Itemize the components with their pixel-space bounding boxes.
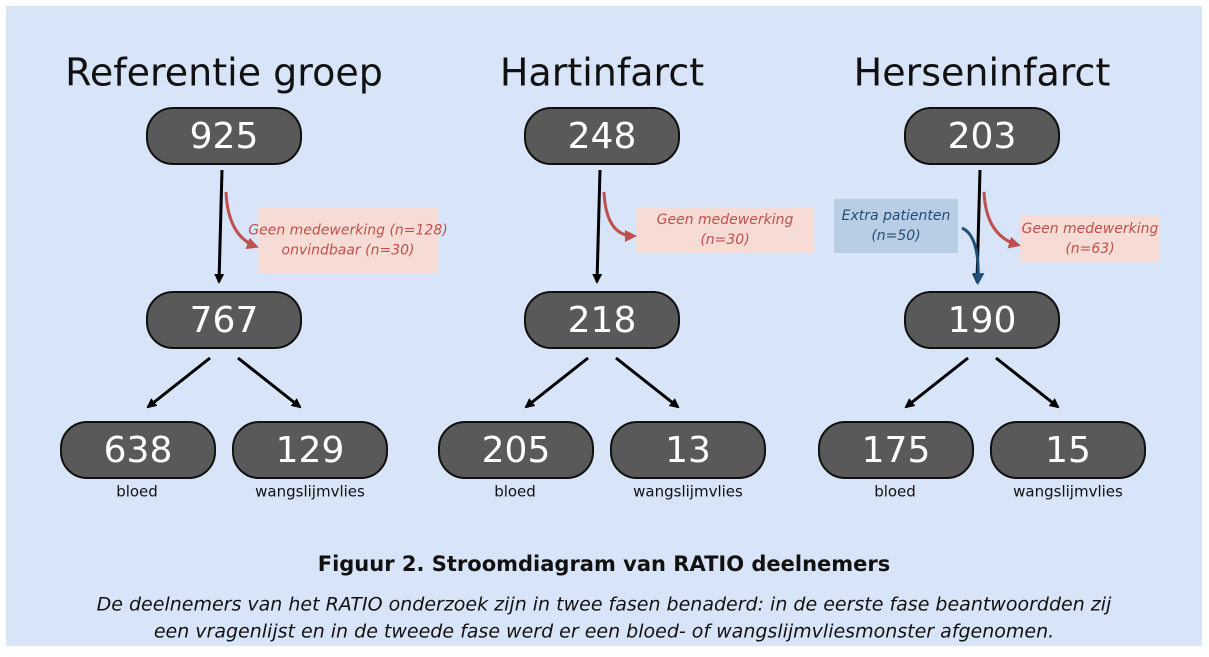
bottom-value: 638 bbox=[104, 430, 173, 471]
bottom-box bbox=[60, 421, 216, 479]
extra-text: (n=50) bbox=[871, 228, 920, 244]
exclusion-box bbox=[258, 208, 438, 273]
arrow bbox=[237, 356, 302, 409]
top-value: 203 bbox=[948, 116, 1017, 157]
arrow bbox=[214, 169, 225, 284]
arrow bbox=[904, 356, 969, 409]
bottom-label: bloed bbox=[494, 483, 536, 501]
exclusion-arrow bbox=[602, 191, 637, 242]
middle-box bbox=[146, 291, 302, 349]
exclusion-text: Geen medewerking bbox=[657, 212, 794, 228]
top-box bbox=[524, 107, 680, 165]
extra-text: Extra patienten bbox=[842, 208, 951, 224]
caption-line: De deelnemers van het RATIO onderzoek zi… bbox=[97, 594, 1112, 616]
top-value: 248 bbox=[568, 116, 637, 157]
exclusion-box bbox=[1020, 216, 1160, 262]
exclusion-text: (n=63) bbox=[1065, 241, 1114, 257]
arrow bbox=[995, 356, 1060, 409]
column-title: Referentie groep bbox=[65, 51, 383, 95]
bottom-value: 175 bbox=[862, 430, 931, 471]
arrow bbox=[146, 356, 211, 409]
caption-line: een vragenlijst en in de tweede fase wer… bbox=[154, 621, 1054, 643]
bottom-box bbox=[232, 421, 388, 479]
top-box bbox=[146, 107, 302, 165]
middle-value: 190 bbox=[948, 300, 1017, 341]
caption-title: Figuur 2. Stroomdiagram van RATIO deelne… bbox=[318, 552, 891, 576]
bottom-label: wangslijmvlies bbox=[633, 483, 743, 501]
middle-box bbox=[524, 291, 680, 349]
bottom-value: 129 bbox=[276, 430, 345, 471]
extra-arrow bbox=[961, 226, 985, 285]
middle-value: 218 bbox=[568, 300, 637, 341]
exclusion-box bbox=[636, 207, 814, 253]
exclusion-text: Geen medewerking (n=128) bbox=[248, 223, 447, 239]
top-box bbox=[904, 107, 1060, 165]
bottom-label: wangslijmvlies bbox=[255, 483, 365, 501]
exclusion-text: onvindbaar (n=30) bbox=[282, 243, 415, 259]
bottom-box bbox=[818, 421, 974, 479]
exclusion-arrow bbox=[982, 191, 1021, 249]
exclusion-text: (n=30) bbox=[700, 232, 749, 248]
bottom-label: wangslijmvlies bbox=[1013, 483, 1123, 501]
top-value: 925 bbox=[190, 116, 259, 157]
arrow bbox=[524, 356, 589, 409]
bottom-value: 13 bbox=[665, 430, 711, 471]
exclusion-text: Geen medewerking bbox=[1022, 221, 1159, 237]
bottom-box bbox=[610, 421, 766, 479]
extra-box bbox=[834, 199, 958, 253]
middle-value: 767 bbox=[190, 300, 259, 341]
bottom-value: 15 bbox=[1045, 430, 1091, 471]
middle-box bbox=[904, 291, 1060, 349]
bottom-box bbox=[438, 421, 594, 479]
bottom-label: bloed bbox=[874, 483, 916, 501]
arrow bbox=[592, 169, 603, 284]
bottom-value: 205 bbox=[482, 430, 551, 471]
column-title: Hartinfarct bbox=[500, 51, 704, 95]
bottom-box bbox=[990, 421, 1146, 479]
bottom-label: bloed bbox=[116, 483, 158, 501]
exclusion-arrow bbox=[224, 191, 259, 249]
column-title: Herseninfarct bbox=[854, 51, 1111, 95]
arrow bbox=[615, 356, 680, 409]
